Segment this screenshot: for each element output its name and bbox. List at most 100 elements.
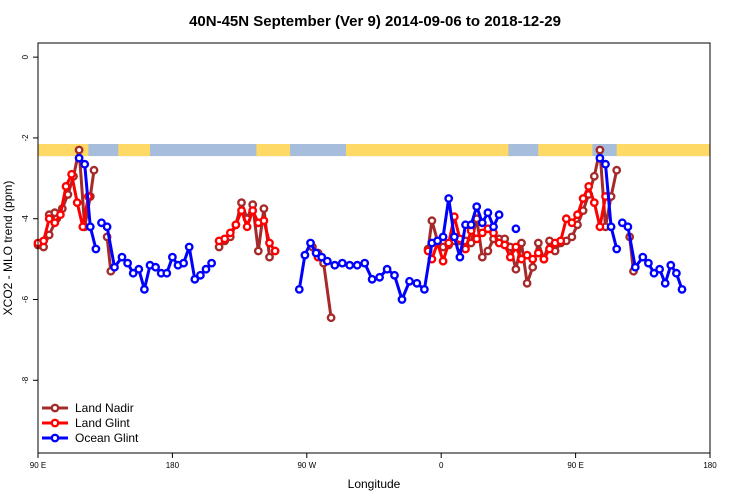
data-point-ocean-glint — [110, 262, 119, 272]
data-point-ocean-glint — [300, 250, 310, 260]
legend-marker — [50, 433, 60, 443]
data-point-ocean-glint — [162, 268, 172, 278]
data-point-land-glint — [242, 222, 252, 232]
data-point-ocean-glint — [649, 268, 659, 278]
data-point-ocean-glint — [128, 268, 138, 278]
data-point-ocean-glint — [74, 153, 84, 163]
data-point-land-glint — [505, 252, 515, 262]
y-tick-label: -4 — [21, 215, 30, 223]
data-point-land-glint — [72, 198, 82, 208]
y-tick-label: -8 — [21, 376, 30, 384]
data-point-ocean-glint — [360, 258, 370, 268]
data-point-ocean-glint — [660, 278, 670, 288]
x-tick-label: 90 E — [30, 461, 46, 470]
data-point-ocean-glint — [433, 236, 442, 246]
data-point-land-glint — [56, 210, 65, 220]
data-point-ocean-glint — [367, 274, 377, 284]
data-point-ocean-glint — [117, 252, 127, 262]
data-point-land-glint — [522, 250, 532, 260]
data-point-land-glint — [44, 214, 54, 224]
data-point-land-nadir — [533, 238, 543, 248]
data-point-ocean-glint — [617, 218, 627, 228]
data-point-ocean-glint — [511, 224, 521, 234]
data-point-land-nadir — [74, 145, 84, 155]
land-strip-segment — [256, 143, 290, 157]
data-point-ocean-glint — [201, 264, 211, 274]
data-point-ocean-glint — [466, 220, 476, 230]
data-point-ocean-glint — [405, 276, 414, 286]
data-point-ocean-glint — [412, 278, 422, 288]
data-point-land-glint — [539, 254, 549, 264]
data-point-ocean-glint — [677, 284, 687, 294]
x-tick-label: 90 E — [567, 461, 583, 470]
data-point-land-glint — [567, 218, 577, 228]
land-strip-segment — [346, 143, 509, 157]
data-point-ocean-glint — [311, 248, 321, 258]
data-point-land-nadir — [528, 262, 538, 272]
data-point-ocean-glint — [184, 242, 194, 252]
data-point-ocean-glint — [494, 210, 504, 220]
x-tick-label: 0 — [439, 461, 444, 470]
series-land-glint — [33, 169, 610, 266]
y-tick-label: 0 — [21, 54, 30, 59]
data-point-land-glint — [237, 206, 246, 216]
data-point-ocean-glint — [630, 262, 640, 272]
data-point-land-nadir — [253, 246, 263, 256]
legend-marker — [50, 418, 60, 428]
data-point-land-glint — [231, 220, 241, 230]
data-point-ocean-glint — [397, 295, 407, 304]
data-point-land-glint — [578, 194, 588, 203]
data-point-land-glint — [265, 238, 274, 248]
data-point-land-nadir — [259, 204, 269, 214]
legend-item-land-nadir: Land Nadir — [42, 401, 134, 415]
x-tick-label: 180 — [703, 461, 717, 470]
data-point-land-glint — [528, 254, 538, 264]
y-tick-label: -2 — [21, 134, 30, 142]
data-point-ocean-glint — [102, 222, 112, 232]
data-point-ocean-glint — [477, 218, 487, 228]
land-strip-segment — [118, 143, 150, 157]
data-point-land-glint — [67, 169, 77, 179]
data-point-land-glint — [556, 236, 566, 246]
data-point-ocean-glint — [390, 270, 399, 280]
data-point-land-glint — [500, 240, 510, 250]
data-point-ocean-glint — [489, 222, 498, 232]
data-point-ocean-glint — [294, 284, 304, 294]
data-point-ocean-glint — [151, 262, 161, 272]
legend-marker — [50, 403, 60, 413]
data-point-ocean-glint — [330, 260, 340, 270]
data-point-land-glint — [39, 236, 48, 246]
chart-title: 40N-45N September (Ver 9) 2014-09-06 to … — [189, 13, 561, 30]
data-point-ocean-glint — [337, 258, 347, 268]
x-tick-label: 90 W — [297, 461, 316, 470]
land-ocean-strip — [38, 143, 710, 157]
data-point-ocean-glint — [167, 252, 177, 262]
data-point-land-glint — [573, 210, 582, 220]
data-point-land-nadir — [595, 145, 605, 155]
data-point-land-glint — [595, 222, 605, 232]
data-point-ocean-glint — [317, 252, 327, 262]
land-strip-segment — [616, 143, 710, 157]
data-point-ocean-glint — [352, 260, 362, 270]
data-point-ocean-glint — [80, 159, 90, 169]
data-point-land-glint — [589, 198, 599, 208]
data-point-land-glint — [438, 256, 448, 266]
data-point-ocean-glint — [419, 284, 429, 294]
data-point-ocean-glint — [85, 222, 95, 232]
data-point-land-glint — [78, 222, 88, 232]
data-point-land-nadir — [612, 165, 622, 175]
data-point-land-glint — [561, 214, 571, 224]
legend-label: Land Nadir — [75, 401, 134, 415]
legend-item-land-glint: Land Glint — [42, 416, 130, 430]
data-point-ocean-glint — [306, 238, 315, 248]
series-line-land-nadir — [105, 236, 113, 272]
data-point-ocean-glint — [375, 272, 384, 282]
data-point-ocean-glint — [672, 268, 681, 278]
data-point-land-nadir — [589, 171, 599, 181]
plot-frame — [37, 42, 711, 454]
data-point-ocean-glint — [606, 222, 616, 232]
series-line-land-glint — [37, 172, 90, 245]
land-strip-segment — [38, 143, 89, 157]
data-point-ocean-glint — [444, 194, 454, 203]
